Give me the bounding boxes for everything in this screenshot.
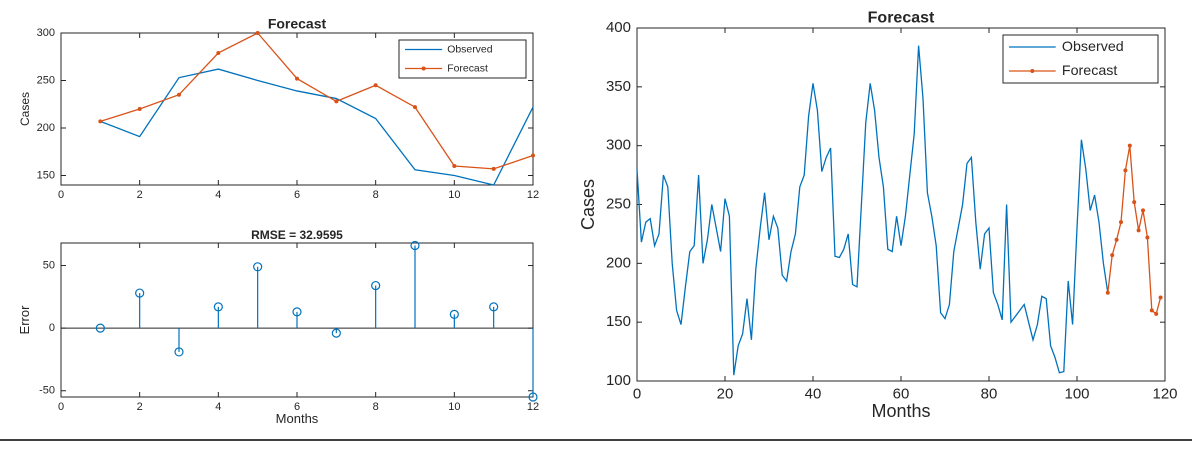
y-tick-label: -50 [39,385,55,397]
x-tick-label: 12 [527,401,539,413]
legend-label: Forecast [1062,63,1117,79]
marker [1114,237,1119,242]
marker [531,153,535,158]
legend-box [1002,34,1159,84]
x-tick-label: 80 [981,385,998,402]
marker [98,119,103,124]
series-line [100,32,534,170]
stem-marker [95,323,105,333]
x-tick-label: 2 [137,189,143,201]
chart-title: Forecast [868,10,935,27]
y-tick-label: 300 [606,137,631,154]
y-axis-label: Cases [578,179,598,230]
x-tick-label: 4 [215,401,221,413]
marker [216,50,221,55]
y-tick-label: 0 [49,322,55,334]
x-tick-label: 10 [448,401,460,413]
marker [334,99,339,104]
stem-marker [449,309,459,319]
legend-label: Observed [447,44,492,55]
marker [1123,168,1128,173]
stem-marker [410,240,420,251]
y-tick-label: 50 [43,259,55,271]
y-axis-label: Cases [18,92,32,126]
marker [491,166,496,171]
stem-marker [174,347,184,357]
marker [1127,143,1132,148]
y-tick-label: 200 [606,254,631,271]
marker [1149,308,1154,313]
y-tick-label: 150 [37,169,55,181]
marker [1141,208,1145,213]
marker [137,107,142,111]
x-tick-label: 0 [58,401,64,413]
marker [295,76,299,81]
legend-label: Forecast [447,63,488,74]
marker [1132,200,1137,205]
x-tick-label: 100 [1064,385,1089,402]
x-tick-label: 60 [893,385,910,402]
legend-label: Observed [1062,39,1124,55]
series-line [636,45,1109,376]
stem-marker [528,392,538,402]
stem-marker [135,288,145,298]
y-tick-label: 200 [37,122,55,134]
x-axis-label: Months [871,401,930,421]
marker [1154,311,1159,316]
marker [413,105,417,110]
y-tick-label: 350 [606,78,631,95]
x-tick-label: 4 [215,189,221,201]
x-tick-label: 20 [717,385,734,402]
x-tick-label: 120 [1152,385,1177,402]
y-tick-label: 400 [606,19,631,36]
series-line [100,68,534,186]
y-tick-label: 100 [606,372,631,389]
x-tick-label: 12 [527,189,539,201]
x-tick-label: 8 [373,189,379,201]
marker [1145,235,1150,240]
y-axis-label: Error [17,305,32,335]
x-tick-label: 8 [373,401,379,413]
y-tick-label: 300 [37,27,55,39]
marker [1110,253,1115,258]
x-tick-label: 2 [137,401,143,413]
y-tick-label: 250 [37,74,55,86]
stem-marker [253,262,263,272]
x-tick-label: 6 [294,189,300,201]
x-tick-label: 6 [294,401,300,413]
y-tick-label: 150 [606,313,631,330]
marker [1158,295,1163,300]
chart-title: Forecast [268,15,327,31]
stem-marker [371,280,381,291]
marker [255,31,260,35]
marker [177,92,181,97]
legend-marker [421,66,426,71]
x-axis-label: Months [276,411,319,426]
stem-marker [489,302,499,312]
chart-title: RMSE = 32.9595 [251,228,343,242]
marker [373,83,378,88]
x-tick-label: 40 [805,385,822,402]
y-tick-label: 250 [606,195,631,212]
stem-marker [292,307,302,317]
marker [1136,228,1141,233]
x-tick-label: 0 [58,189,64,201]
stem-marker [213,302,223,312]
x-tick-label: 0 [633,385,641,402]
marker [1105,290,1110,295]
marker [452,164,457,168]
marker [1119,220,1123,225]
x-tick-label: 10 [448,189,460,201]
stem-marker [331,328,341,338]
legend-marker [1030,69,1035,73]
legend-box [398,39,527,79]
